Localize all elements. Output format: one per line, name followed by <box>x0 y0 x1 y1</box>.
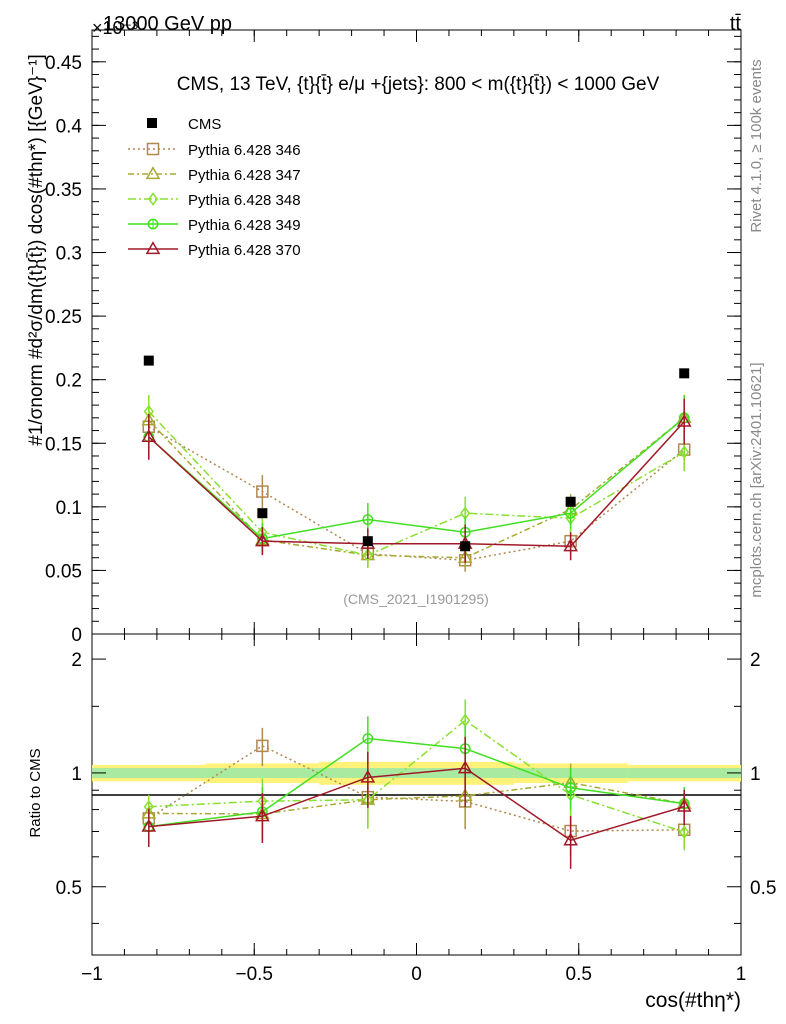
legend-label-cms: CMS <box>188 116 221 133</box>
legend-series: Pythia 6.428 346 Pythia 6.428 347 Pythia 6… <box>128 142 301 259</box>
upper-y-axis-label: #1/σnorm #d²σ/dm({t}{t̄}) dcos(#thη*) [{… <box>26 54 47 446</box>
x-tick-label: −0.5 <box>235 964 273 985</box>
x-tick-label: 1 <box>736 964 747 985</box>
y-tick-label: 0.45 <box>45 53 82 74</box>
ratio-marker <box>141 818 157 832</box>
cms-data-point <box>460 541 471 552</box>
rivet-label: Rivet 4.1.0, ≥ 100k events <box>748 59 765 232</box>
y-tick-label: 0.15 <box>45 434 82 455</box>
cms-data-point <box>257 508 268 519</box>
ratio-tick-label-left: 2 <box>71 650 82 671</box>
series-marker <box>256 485 269 498</box>
legend-marker <box>147 192 159 206</box>
energy-label: 13000 GeV pp <box>103 13 232 35</box>
cms-data-point <box>565 496 576 507</box>
y-tick-label: 0.05 <box>45 561 82 582</box>
ratio-tick-label-right: 2 <box>750 650 761 671</box>
x-axis-label: cos(#thη*) <box>645 989 741 1012</box>
legend-label: Pythia 6.428 348 <box>188 192 301 209</box>
x-tick-label: 0.5 <box>566 964 592 985</box>
ratio-line <box>148 767 685 842</box>
y-tick-label: 0.35 <box>45 180 82 201</box>
ratio-line <box>148 745 685 832</box>
ratio-marker <box>360 769 376 783</box>
ratio-marker <box>256 739 269 753</box>
ratio-band-inner <box>205 768 320 778</box>
legend-label: Pythia 6.428 347 <box>188 167 301 184</box>
legend-marker <box>145 166 161 180</box>
ratio-marker <box>255 808 270 822</box>
cms-data-point <box>362 536 373 547</box>
y-tick-label: 0.1 <box>56 498 82 519</box>
series-ratio <box>141 699 692 869</box>
analysis-label: (CMS_2021_I1901295) <box>343 591 489 607</box>
y-tick-label: 0.2 <box>56 371 82 392</box>
series-marker <box>563 538 578 552</box>
ratio-tick-label-left: 0.5 <box>56 878 82 899</box>
ratio-band-inner <box>92 768 206 778</box>
ratio-tick-label-left: 1 <box>71 764 82 785</box>
process-label: tt̄ <box>730 13 742 35</box>
series-upper <box>141 394 692 572</box>
series-marker <box>676 413 692 427</box>
ratio-marker <box>679 825 690 839</box>
cms-data-points <box>143 355 690 552</box>
series-line <box>148 421 685 548</box>
legend-marker-cms <box>147 118 157 128</box>
legend-label: Pythia 6.428 346 <box>188 142 301 159</box>
y-tick-label: 0 <box>71 625 82 646</box>
y-tick-label: 0.4 <box>56 116 83 137</box>
lower-y-axis-label: Ratio to CMS <box>27 748 44 837</box>
series-line <box>148 417 685 540</box>
ratio-line <box>148 737 685 828</box>
x-tick-label: 0 <box>411 964 422 985</box>
legend-label: Pythia 6.428 370 <box>188 242 301 259</box>
ratio-tick-label-right: 1 <box>750 764 761 785</box>
exponent-label: ×10⁻³ <box>92 18 138 38</box>
cms-data-point <box>679 368 690 379</box>
mcplots-label: mcplots.cern.ch [arXiv:2401.10621] <box>748 362 765 597</box>
series-line <box>148 417 685 559</box>
ratio-band-inner <box>627 768 741 778</box>
legend-marker <box>146 142 160 156</box>
ratio-line <box>148 781 685 815</box>
ratio-marker <box>676 798 692 812</box>
series-marker <box>141 429 157 443</box>
y-tick-label: 0.3 <box>56 244 82 265</box>
series-line <box>148 410 685 556</box>
legend-label: Pythia 6.428 349 <box>188 217 301 234</box>
x-tick-label: −1 <box>81 964 103 985</box>
cms-data-point <box>143 355 154 366</box>
axes-ticks: −1 −0.5 0 0.5 1 0 0.05 0.1 0.15 0.2 0.25 0.3 0.35 0.4… <box>45 30 776 985</box>
series-marker <box>679 445 690 459</box>
ratio-marker <box>457 760 473 774</box>
legend-marker <box>145 241 161 255</box>
ratio-tick-label-right: 0.5 <box>750 878 776 899</box>
ratio-marker <box>563 832 578 846</box>
y-tick-label: 0.25 <box>45 307 82 328</box>
series-line <box>148 426 685 562</box>
series-marker <box>362 548 373 562</box>
chart-title: CMS, 13 TeV, {t}{t̄} e/μ +{jets}: 800 < … <box>177 74 660 95</box>
series-marker <box>255 533 270 547</box>
